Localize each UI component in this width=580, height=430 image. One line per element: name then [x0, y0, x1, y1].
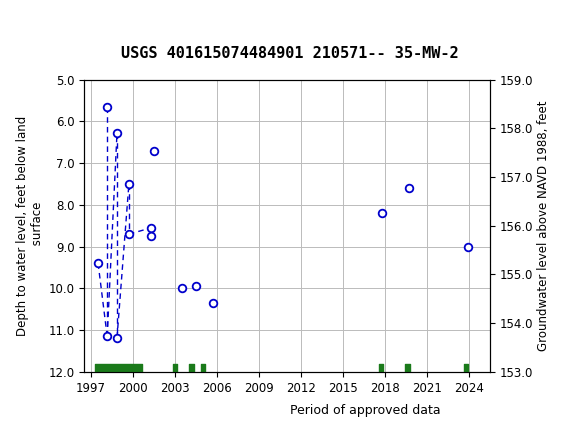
Y-axis label: Depth to water level, feet below land
 surface: Depth to water level, feet below land su…	[16, 116, 44, 336]
Text: USGS: USGS	[9, 11, 64, 29]
Y-axis label: Groundwater level above NAVD 1988, feet: Groundwater level above NAVD 1988, feet	[538, 101, 550, 351]
Text: USGS 401615074484901 210571-- 35-MW-2: USGS 401615074484901 210571-- 35-MW-2	[121, 46, 459, 61]
Text: Period of approved data: Period of approved data	[290, 404, 441, 417]
